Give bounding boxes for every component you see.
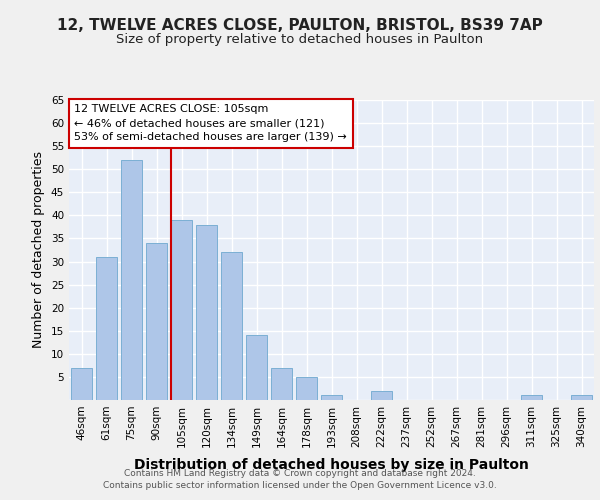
Bar <box>296 377 317 400</box>
Bar <box>221 252 242 400</box>
Text: Contains HM Land Registry data © Crown copyright and database right 2024.: Contains HM Land Registry data © Crown c… <box>124 468 476 477</box>
Bar <box>171 220 192 400</box>
Bar <box>271 368 292 400</box>
Bar <box>121 160 142 400</box>
X-axis label: Distribution of detached houses by size in Paulton: Distribution of detached houses by size … <box>134 458 529 472</box>
Bar <box>96 257 117 400</box>
Text: 12, TWELVE ACRES CLOSE, PAULTON, BRISTOL, BS39 7AP: 12, TWELVE ACRES CLOSE, PAULTON, BRISTOL… <box>57 18 543 32</box>
Bar <box>321 396 342 400</box>
Bar <box>371 391 392 400</box>
Text: Size of property relative to detached houses in Paulton: Size of property relative to detached ho… <box>116 32 484 46</box>
Bar <box>196 224 217 400</box>
Bar <box>71 368 92 400</box>
Bar <box>571 396 592 400</box>
Bar <box>146 243 167 400</box>
Y-axis label: Number of detached properties: Number of detached properties <box>32 152 46 348</box>
Text: 12 TWELVE ACRES CLOSE: 105sqm
← 46% of detached houses are smaller (121)
53% of : 12 TWELVE ACRES CLOSE: 105sqm ← 46% of d… <box>74 104 347 142</box>
Bar <box>521 396 542 400</box>
Text: Contains public sector information licensed under the Open Government Licence v3: Contains public sector information licen… <box>103 481 497 490</box>
Bar <box>246 336 267 400</box>
